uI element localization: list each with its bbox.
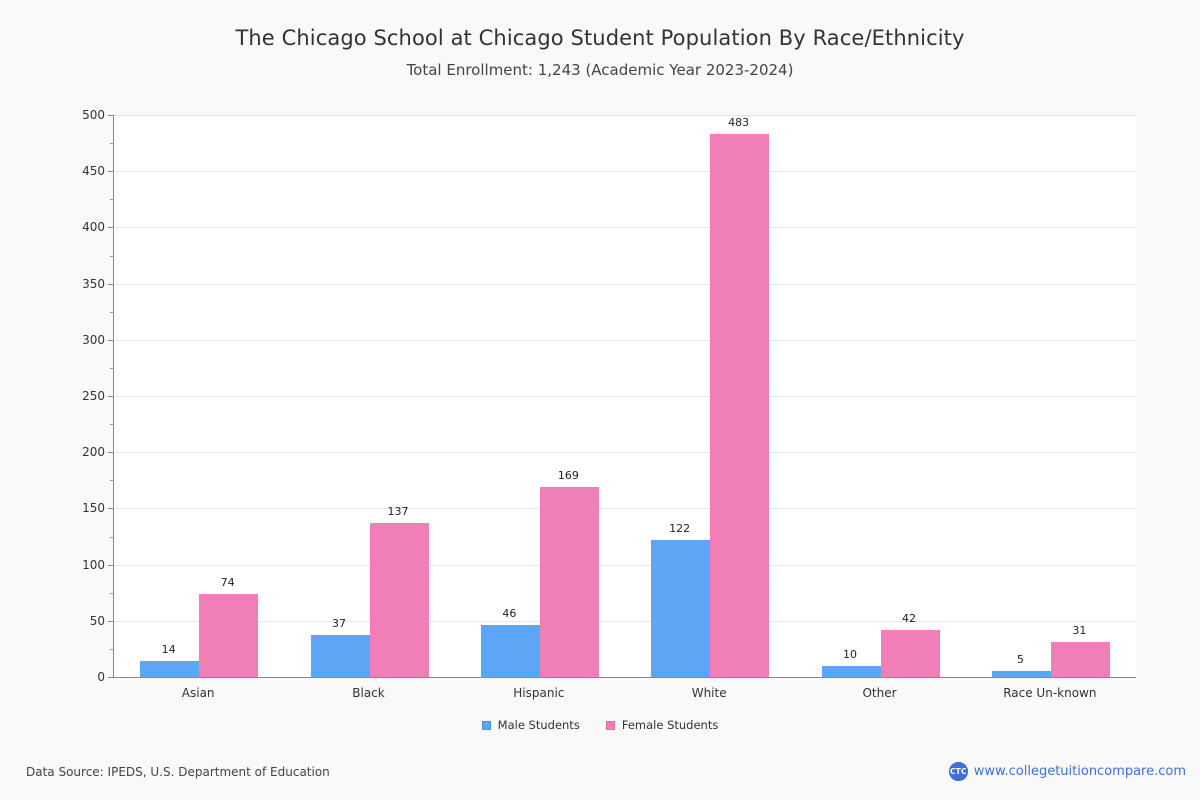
y-tick-label: 450 bbox=[82, 164, 105, 179]
y-tick-label: 500 bbox=[82, 108, 105, 122]
y-minor-tick bbox=[110, 143, 114, 145]
bar-female[interactable] bbox=[710, 134, 770, 677]
gridline bbox=[114, 283, 1136, 285]
y-tick-mark bbox=[108, 283, 114, 285]
data-source-note: Data Source: IPEDS, U.S. Department of E… bbox=[26, 765, 330, 779]
gridline bbox=[114, 396, 1136, 397]
bar-value-label: 5 bbox=[1016, 653, 1024, 667]
y-tick-mark bbox=[108, 452, 114, 454]
legend-item-male[interactable]: Male Students bbox=[481, 718, 580, 732]
y-tick-label: 250 bbox=[82, 389, 105, 403]
bar-value-label: 42 bbox=[902, 611, 916, 625]
bar-female[interactable] bbox=[880, 629, 940, 677]
bar-male[interactable] bbox=[140, 661, 200, 677]
y-tick-mark bbox=[108, 564, 114, 566]
y-tick-mark bbox=[108, 620, 114, 622]
bar-male[interactable] bbox=[480, 625, 540, 677]
bar-male[interactable] bbox=[310, 635, 370, 677]
y-minor-tick bbox=[110, 199, 114, 201]
bar-value-label: 14 bbox=[161, 643, 176, 657]
page-subtitle: Total Enrollment: 1,243 (Academic Year 2… bbox=[406, 61, 794, 79]
y-tick-mark bbox=[108, 171, 114, 173]
bar-male[interactable] bbox=[821, 665, 881, 677]
y-tick-mark bbox=[108, 396, 114, 397]
gridline bbox=[114, 452, 1136, 454]
y-tick-mark bbox=[108, 677, 114, 678]
y-minor-tick bbox=[110, 536, 114, 538]
gridline bbox=[114, 564, 1136, 566]
y-tick-label: 150 bbox=[82, 501, 105, 516]
bar-female[interactable] bbox=[369, 523, 429, 677]
chart-legend: Male Students Female Students bbox=[0, 718, 1200, 732]
x-tick-label: Hispanic bbox=[513, 686, 565, 700]
y-tick-label: 300 bbox=[82, 332, 105, 347]
y-minor-tick bbox=[110, 648, 114, 650]
bar-female[interactable] bbox=[1050, 642, 1110, 677]
y-tick-label: 50 bbox=[89, 613, 105, 628]
legend-label: Male Students bbox=[497, 718, 580, 732]
legend-swatch-icon bbox=[605, 720, 615, 730]
bar-value-label: 74 bbox=[220, 575, 235, 589]
bar-male[interactable] bbox=[651, 539, 711, 677]
brand-url-link[interactable]: www.collegetuitioncompare.com bbox=[973, 764, 1186, 779]
y-tick-label: 200 bbox=[82, 445, 105, 460]
brand-watermark[interactable]: CTC www.collegetuitioncompare.com bbox=[948, 762, 1186, 781]
gridline bbox=[114, 620, 1136, 622]
bar-value-label: 31 bbox=[1072, 624, 1087, 638]
y-tick-mark bbox=[108, 508, 114, 510]
bar-value-label: 169 bbox=[557, 469, 579, 483]
x-tick-label: White bbox=[691, 686, 727, 700]
x-tick-label: Black bbox=[352, 686, 385, 700]
y-minor-tick bbox=[110, 311, 114, 313]
bar-value-label: 122 bbox=[669, 521, 691, 535]
y-minor-tick bbox=[110, 480, 114, 482]
bar-value-label: 137 bbox=[387, 505, 409, 518]
y-minor-tick bbox=[110, 367, 114, 369]
y-tick-label: 100 bbox=[82, 557, 105, 572]
y-tick-label: 350 bbox=[82, 276, 105, 291]
bar-value-label: 10 bbox=[843, 647, 857, 661]
bar-value-label: 483 bbox=[728, 116, 750, 130]
gridline bbox=[114, 339, 1136, 341]
y-tick-mark bbox=[108, 339, 114, 341]
gridline bbox=[114, 508, 1136, 510]
gridline bbox=[114, 227, 1136, 229]
x-tick-label: Race Un-known bbox=[1003, 686, 1097, 700]
bar-female[interactable] bbox=[539, 487, 599, 677]
y-tick-label: 0 bbox=[97, 670, 105, 684]
bar-male[interactable] bbox=[991, 671, 1051, 677]
y-tick-label: 400 bbox=[82, 220, 105, 235]
y-tick-mark bbox=[108, 115, 114, 116]
y-minor-tick bbox=[110, 592, 114, 594]
y-minor-tick bbox=[110, 255, 114, 257]
bar-female[interactable] bbox=[199, 593, 259, 677]
gridline bbox=[114, 115, 1136, 116]
bar-value-label: 46 bbox=[502, 607, 517, 621]
ctc-logo-icon: CTC bbox=[948, 762, 968, 781]
legend-swatch-icon bbox=[481, 720, 491, 730]
legend-label: Female Students bbox=[621, 718, 719, 732]
gridline bbox=[114, 171, 1136, 173]
x-tick-label: Other bbox=[862, 686, 897, 700]
plot-area bbox=[108, 115, 1136, 678]
legend-item-female[interactable]: Female Students bbox=[605, 718, 719, 732]
x-tick-label: Asian bbox=[181, 686, 215, 700]
y-tick-mark bbox=[108, 227, 114, 229]
bar-value-label: 37 bbox=[332, 617, 346, 631]
y-minor-tick bbox=[110, 424, 114, 426]
page-title: The Chicago School at Chicago Student Po… bbox=[235, 26, 965, 50]
